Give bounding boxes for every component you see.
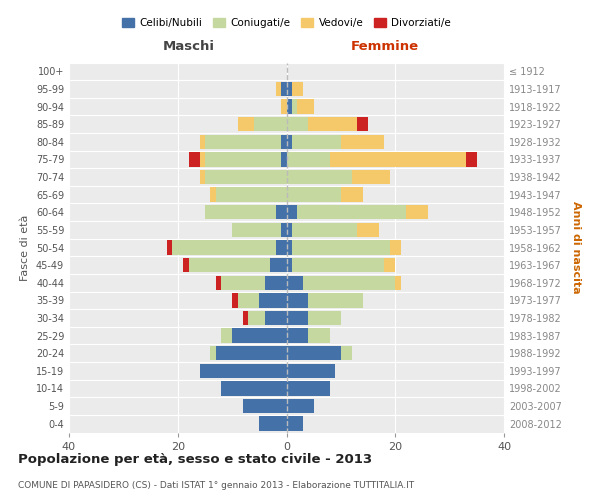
- Text: COMUNE DI PAPASIDERO (CS) - Dati ISTAT 1° gennaio 2013 - Elaborazione TUTTITALIA: COMUNE DI PAPASIDERO (CS) - Dati ISTAT 1…: [18, 480, 414, 490]
- Bar: [259, 416, 287, 431]
- Bar: [281, 134, 287, 149]
- Bar: [221, 381, 287, 396]
- Bar: [211, 346, 216, 360]
- Bar: [287, 134, 292, 149]
- Bar: [199, 134, 205, 149]
- Bar: [254, 117, 287, 132]
- Bar: [188, 152, 199, 166]
- Bar: [287, 381, 330, 396]
- Bar: [188, 258, 270, 272]
- Bar: [232, 293, 238, 308]
- Bar: [265, 276, 287, 290]
- Bar: [270, 258, 287, 272]
- Bar: [292, 100, 298, 114]
- Bar: [287, 205, 298, 220]
- Bar: [287, 346, 341, 360]
- Bar: [466, 152, 477, 166]
- Bar: [308, 311, 341, 325]
- Bar: [265, 311, 287, 325]
- Bar: [298, 100, 314, 114]
- Bar: [183, 258, 188, 272]
- Bar: [199, 152, 205, 166]
- Bar: [287, 276, 303, 290]
- Text: Popolazione per età, sesso e stato civile - 2013: Popolazione per età, sesso e stato civil…: [18, 452, 372, 466]
- Bar: [308, 328, 330, 343]
- Bar: [287, 188, 341, 202]
- Bar: [352, 170, 390, 184]
- Bar: [281, 222, 287, 237]
- Bar: [216, 346, 287, 360]
- Bar: [238, 117, 254, 132]
- Bar: [281, 152, 287, 166]
- Bar: [232, 222, 281, 237]
- Bar: [205, 170, 287, 184]
- Bar: [205, 134, 281, 149]
- Bar: [275, 205, 287, 220]
- Bar: [281, 100, 287, 114]
- Bar: [287, 258, 292, 272]
- Text: Maschi: Maschi: [163, 40, 215, 54]
- Bar: [287, 222, 292, 237]
- Bar: [232, 328, 287, 343]
- Y-axis label: Fasce di età: Fasce di età: [20, 214, 30, 280]
- Bar: [205, 205, 275, 220]
- Bar: [248, 311, 265, 325]
- Bar: [287, 170, 352, 184]
- Bar: [275, 240, 287, 254]
- Bar: [221, 328, 232, 343]
- Bar: [281, 82, 287, 96]
- Bar: [287, 240, 292, 254]
- Bar: [238, 293, 259, 308]
- Bar: [292, 258, 385, 272]
- Bar: [243, 399, 287, 413]
- Bar: [287, 416, 303, 431]
- Bar: [357, 222, 379, 237]
- Text: Femmine: Femmine: [350, 40, 418, 54]
- Bar: [243, 311, 248, 325]
- Bar: [259, 293, 287, 308]
- Bar: [390, 240, 401, 254]
- Bar: [216, 276, 221, 290]
- Bar: [205, 152, 281, 166]
- Bar: [385, 258, 395, 272]
- Bar: [341, 188, 362, 202]
- Bar: [287, 82, 292, 96]
- Bar: [395, 276, 401, 290]
- Bar: [330, 152, 466, 166]
- Bar: [172, 240, 275, 254]
- Bar: [292, 240, 390, 254]
- Bar: [298, 205, 406, 220]
- Bar: [287, 311, 308, 325]
- Bar: [341, 346, 352, 360]
- Bar: [292, 222, 357, 237]
- Bar: [308, 293, 362, 308]
- Bar: [357, 117, 368, 132]
- Bar: [303, 276, 395, 290]
- Bar: [292, 134, 341, 149]
- Bar: [287, 117, 308, 132]
- Bar: [275, 82, 281, 96]
- Legend: Celibi/Nubili, Coniugati/e, Vedovi/e, Divorziati/e: Celibi/Nubili, Coniugati/e, Vedovi/e, Di…: [118, 14, 455, 32]
- Bar: [199, 364, 287, 378]
- Bar: [287, 293, 308, 308]
- Bar: [199, 170, 205, 184]
- Y-axis label: Anni di nascita: Anni di nascita: [571, 201, 581, 294]
- Bar: [211, 188, 216, 202]
- Bar: [287, 152, 330, 166]
- Bar: [308, 117, 357, 132]
- Bar: [167, 240, 172, 254]
- Bar: [221, 276, 265, 290]
- Bar: [406, 205, 428, 220]
- Bar: [287, 364, 335, 378]
- Bar: [287, 399, 314, 413]
- Bar: [287, 100, 292, 114]
- Bar: [216, 188, 287, 202]
- Bar: [287, 328, 308, 343]
- Bar: [341, 134, 385, 149]
- Bar: [292, 82, 303, 96]
